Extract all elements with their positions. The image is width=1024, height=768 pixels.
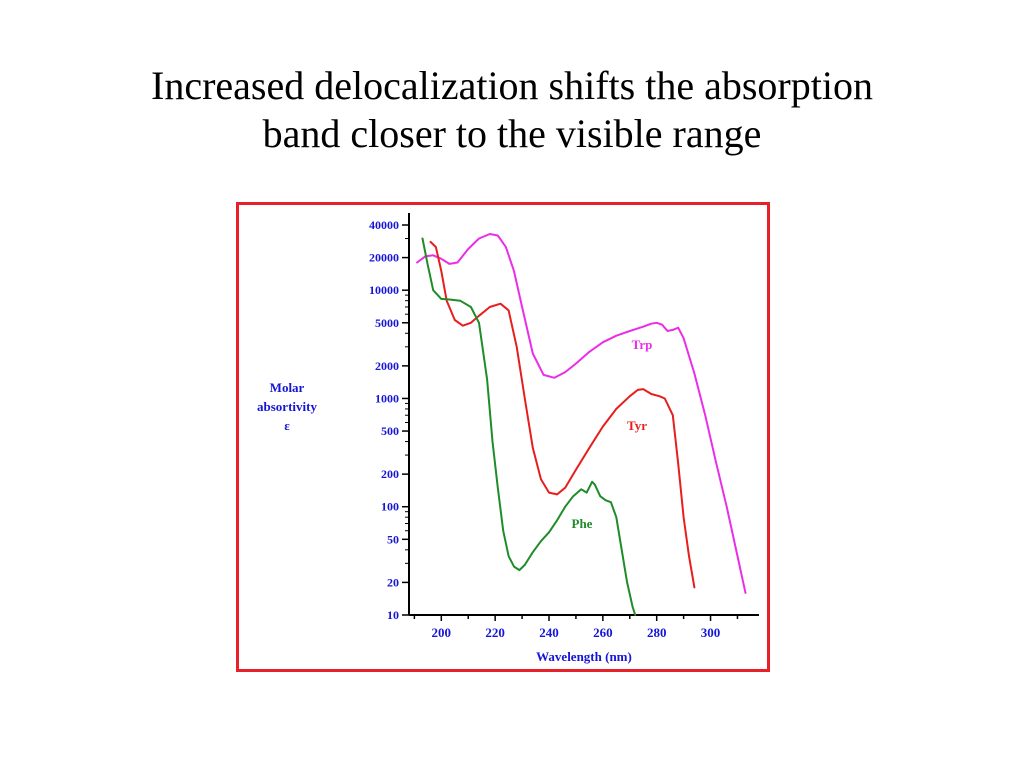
x-tick-label: 200 bbox=[432, 625, 452, 640]
x-axis-label: Wavelength (nm) bbox=[536, 649, 632, 664]
y-tick-label: 10000 bbox=[369, 283, 399, 297]
labels: 10 20 50 100 200 500 1000 2000 5000 10000 20000 400… bbox=[257, 218, 720, 664]
y-tick-label: 1000 bbox=[375, 391, 399, 405]
axes bbox=[408, 213, 759, 616]
y-tick-label: 2000 bbox=[375, 359, 399, 373]
ticks bbox=[402, 224, 739, 621]
series-label-trp: Trp bbox=[632, 337, 653, 352]
y-axis-label-line: absortivity bbox=[257, 399, 317, 414]
y-tick-label: 5000 bbox=[375, 316, 399, 330]
y-tick-label: 10 bbox=[387, 608, 399, 622]
y-axis-label-line: Molar bbox=[270, 380, 305, 395]
y-tick-label: 50 bbox=[387, 532, 399, 546]
series-lines bbox=[416, 233, 747, 616]
x-tick-label: 280 bbox=[647, 625, 667, 640]
x-tick-label: 300 bbox=[701, 625, 721, 640]
y-tick-label: 100 bbox=[381, 500, 399, 514]
figure-frame: 10 20 50 100 200 500 1000 2000 5000 10000 20000 400… bbox=[236, 202, 770, 672]
y-tick-label: 200 bbox=[381, 467, 399, 481]
slide-title-line-2: band closer to the visible range bbox=[262, 111, 762, 156]
x-tick-label: 240 bbox=[539, 625, 559, 640]
y-tick-label: 20 bbox=[387, 575, 399, 589]
series-label-tyr: Tyr bbox=[627, 418, 647, 433]
x-tick-label: 260 bbox=[593, 625, 613, 640]
series-label-phe: Phe bbox=[572, 516, 593, 531]
series-line-phe bbox=[421, 237, 637, 616]
y-tick-label: 20000 bbox=[369, 251, 399, 265]
y-tick-label: 40000 bbox=[369, 218, 399, 232]
slide-title-line-1: Increased delocalization shifts the abso… bbox=[151, 63, 873, 108]
y-tick-label: 500 bbox=[381, 424, 399, 438]
series-line-trp bbox=[416, 233, 747, 594]
absorption-chart: 10 20 50 100 200 500 1000 2000 5000 10000 20000 400… bbox=[257, 213, 759, 664]
y-axis-label-line: ε bbox=[284, 418, 290, 433]
series-line-tyr bbox=[429, 240, 696, 589]
slide-title: Increased delocalization shifts the abso… bbox=[0, 62, 1024, 158]
x-tick-label: 220 bbox=[485, 625, 505, 640]
